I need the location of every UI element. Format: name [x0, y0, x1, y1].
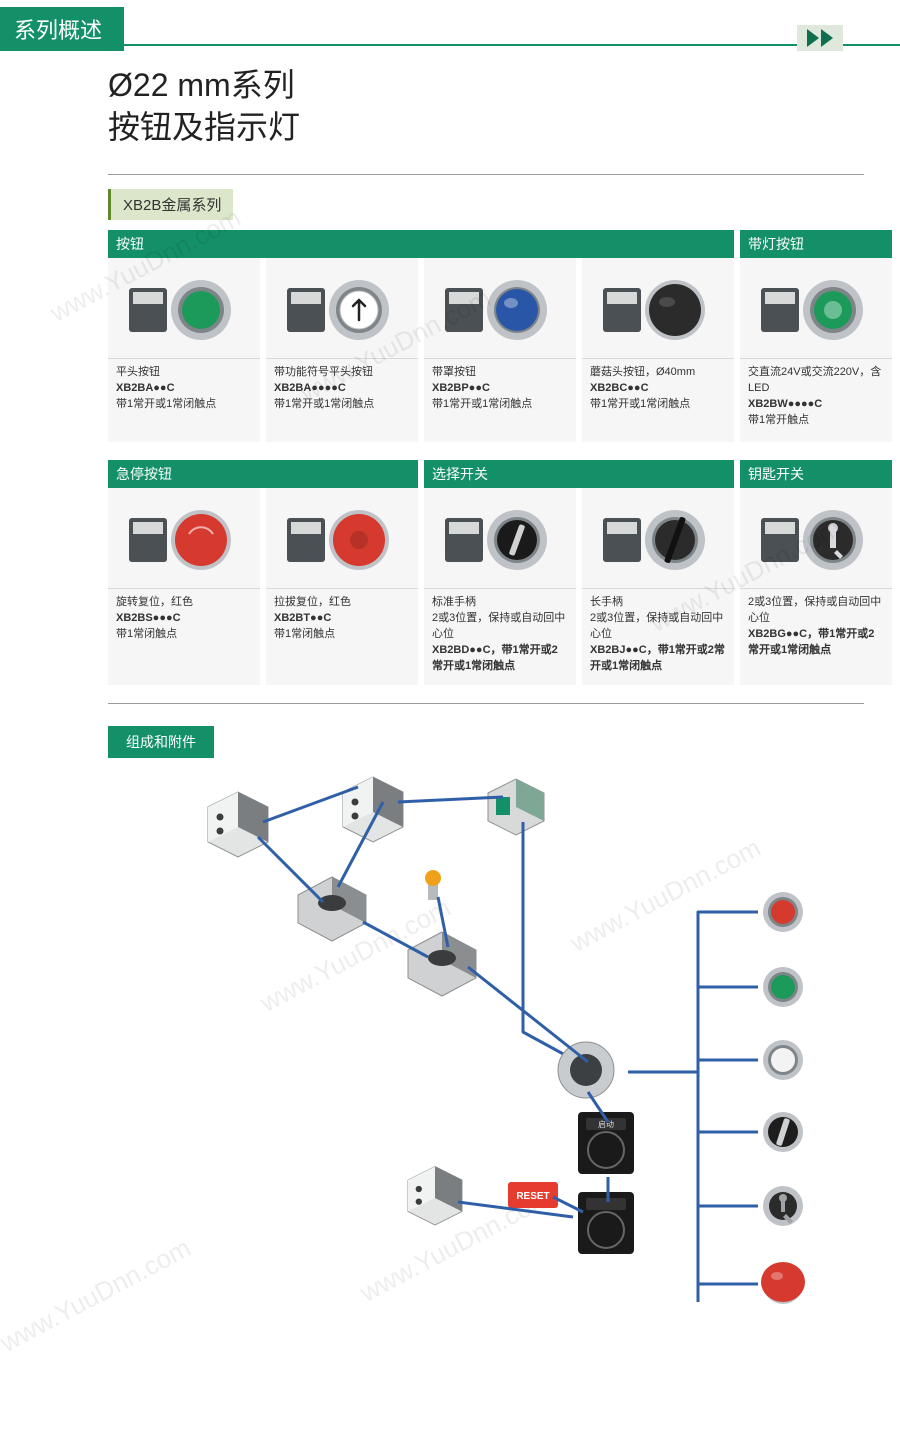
group-header-selector: 选择开关	[424, 460, 734, 488]
product-description: 旋转复位，红色XB2BS●●●C带1常闭触点	[108, 588, 260, 672]
next-page-arrow-icon	[790, 24, 850, 52]
product-card: 蘑菇头按钮，Ø40mmXB2BC●●C带1常开或1常闭触点	[582, 258, 734, 442]
product-card: 平头按钮XB2BA●●C带1常开或1常闭触点	[108, 258, 260, 442]
page-header-rule	[0, 44, 900, 46]
divider	[108, 703, 864, 704]
product-card: 带罩按钮XB2BP●●C带1常开或1常闭触点	[424, 258, 576, 442]
product-description: 带罩按钮XB2BP●●C带1常开或1常闭触点	[424, 358, 576, 442]
product-description: 交直流24V或交流220V，含LEDXB2BW●●●●C带1常开触点	[740, 358, 892, 442]
product-description: 标准手柄2或3位置，保持或自动回中心位XB2BD●●C，带1常开或2常开或1常闭…	[424, 588, 576, 685]
product-card: 旋转复位，红色XB2BS●●●C带1常闭触点	[108, 488, 260, 685]
product-thumbnail	[266, 258, 418, 358]
group-header-estop: 急停按钮	[108, 460, 418, 488]
product-thumbnail	[424, 488, 576, 588]
product-thumbnail	[424, 258, 576, 358]
product-row-2: 旋转复位，红色XB2BS●●●C带1常闭触点 拉拔复位，红色XB2BT●●C带1…	[108, 488, 864, 685]
product-description: 拉拔复位，红色XB2BT●●C带1常闭触点	[266, 588, 418, 672]
page-title-line1: Ø22 mm系列	[108, 67, 295, 103]
product-description: 蘑菇头按钮，Ø40mmXB2BC●●C带1常开或1常闭触点	[582, 358, 734, 442]
product-thumbnail	[740, 488, 892, 588]
accessories-badge: 组成和附件	[108, 726, 214, 758]
product-thumbnail	[108, 488, 260, 588]
product-description: 平头按钮XB2BA●●C带1常开或1常闭触点	[108, 358, 260, 442]
product-card: 标准手柄2或3位置，保持或自动回中心位XB2BD●●C，带1常开或2常开或1常闭…	[424, 488, 576, 685]
product-card: 2或3位置，保持或自动回中心位XB2BG●●C，带1常开或2常开或1常闭触点	[740, 488, 892, 685]
product-card: 拉拔复位，红色XB2BT●●C带1常闭触点	[266, 488, 418, 685]
product-thumbnail	[740, 258, 892, 358]
exploded-diagram: 启动 RESET	[108, 762, 864, 1332]
product-thumbnail	[582, 258, 734, 358]
product-thumbnail	[266, 488, 418, 588]
page-title-line2: 按钮及指示灯	[108, 107, 864, 149]
product-card: 交直流24V或交流220V，含LEDXB2BW●●●●C带1常开触点	[740, 258, 892, 442]
product-card: 带功能符号平头按钮XB2BA●●●●C带1常开或1常闭触点	[266, 258, 418, 442]
svg-text:RESET: RESET	[516, 1191, 549, 1202]
product-description: 长手柄2或3位置，保持或自动回中心位XB2BJ●●C，带1常开或2常开或1常闭触…	[582, 588, 734, 685]
group-header-key: 钥匙开关	[740, 460, 892, 488]
product-description: 带功能符号平头按钮XB2BA●●●●C带1常开或1常闭触点	[266, 358, 418, 442]
product-row-1: 平头按钮XB2BA●●C带1常开或1常闭触点 带功能符号平头按钮XB2BA●●●…	[108, 258, 864, 442]
page-header: 系列概述	[0, 0, 900, 50]
product-thumbnail	[582, 488, 734, 588]
product-card: 长手柄2或3位置，保持或自动回中心位XB2BJ●●C，带1常开或2常开或1常闭触…	[582, 488, 734, 685]
product-thumbnail	[108, 258, 260, 358]
product-description: 2或3位置，保持或自动回中心位XB2BG●●C，带1常开或2常开或1常闭触点	[740, 588, 892, 672]
subseries-badge: XB2B金属系列	[108, 189, 233, 220]
page-title: Ø22 mm系列 按钮及指示灯	[108, 65, 864, 148]
divider	[108, 174, 864, 175]
group-header-buttons: 按钮	[108, 230, 734, 258]
group-header-illuminated: 带灯按钮	[740, 230, 892, 258]
